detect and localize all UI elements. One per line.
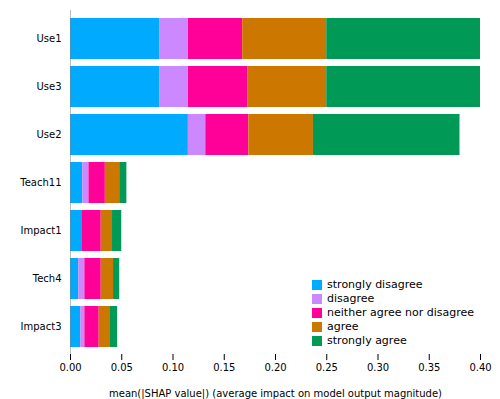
svg-text:0.15: 0.15 xyxy=(213,362,235,373)
html-text:disagree: disagree xyxy=(327,292,375,305)
svg-text:0.25: 0.25 xyxy=(316,362,338,373)
svg-text:Impact3: Impact3 xyxy=(21,321,62,332)
svg-text:0.00: 0.00 xyxy=(59,362,81,373)
svg-text:0.20: 0.20 xyxy=(264,362,286,373)
svg-text:0.40: 0.40 xyxy=(469,362,491,373)
svg-text:mean(|SHAP value|) (average im: mean(|SHAP value|) (average impact on mo… xyxy=(109,388,442,399)
svg-text:Use2: Use2 xyxy=(36,129,61,140)
html-text:strongly agree: strongly agree xyxy=(327,334,407,347)
svg-text:Impact1: Impact1 xyxy=(21,225,62,236)
html-text:strongly disagree: strongly disagree xyxy=(327,278,423,291)
svg-text:Teach11: Teach11 xyxy=(19,177,61,188)
svg-text:0.10: 0.10 xyxy=(162,362,184,373)
svg-text:0.05: 0.05 xyxy=(111,362,133,373)
svg-text:Use3: Use3 xyxy=(36,81,61,92)
svg-text:Tech4: Tech4 xyxy=(32,273,62,284)
svg-text:0.35: 0.35 xyxy=(418,362,440,373)
html-text:agree: agree xyxy=(327,320,359,333)
svg-text:0.30: 0.30 xyxy=(367,362,389,373)
svg-text:Use1: Use1 xyxy=(36,33,61,44)
html-text:neither agree nor disagree: neither agree nor disagree xyxy=(327,306,474,319)
